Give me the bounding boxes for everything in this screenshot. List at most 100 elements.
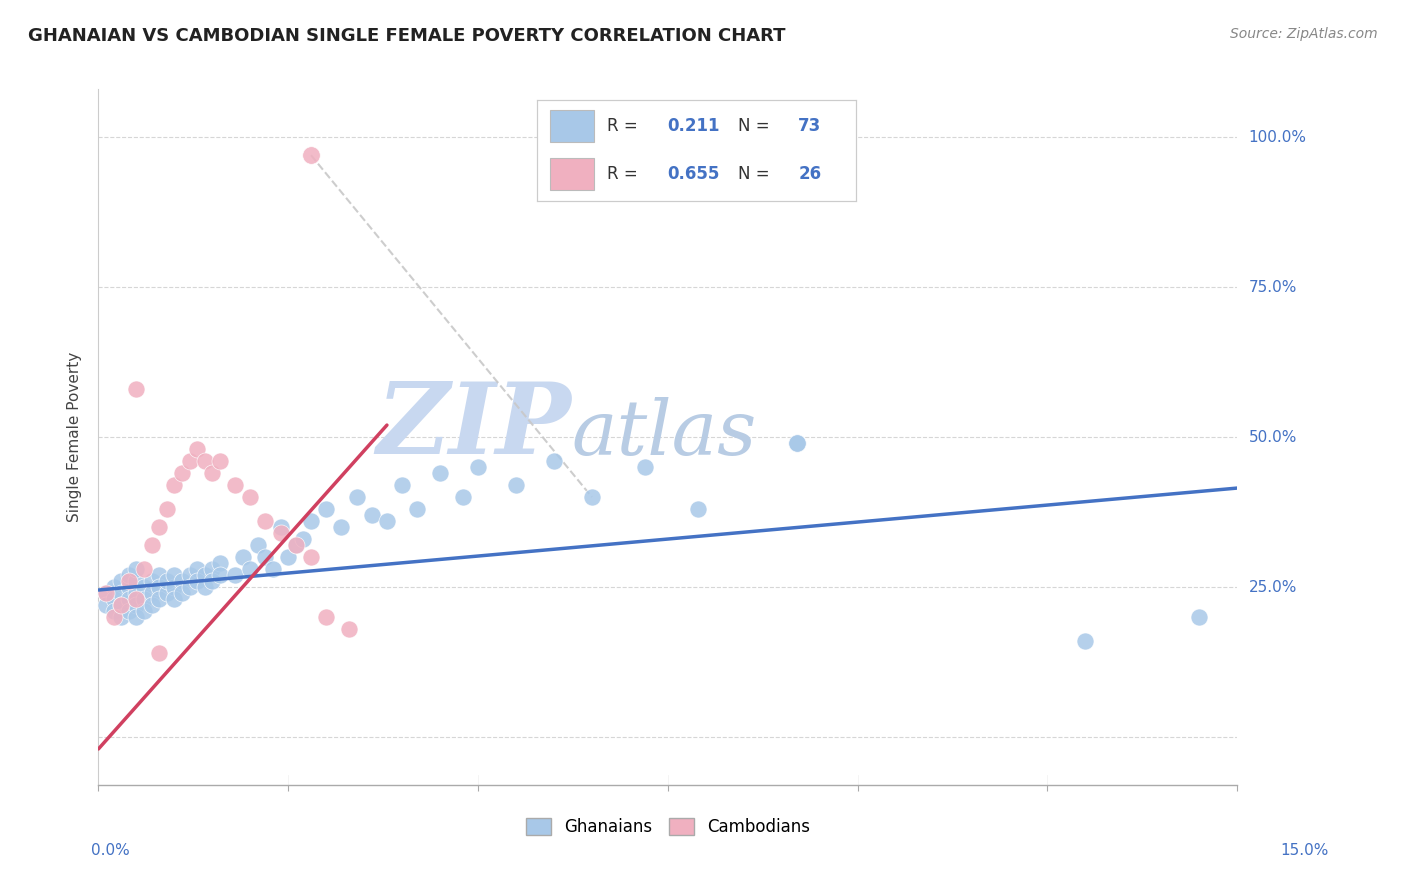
Point (786, 436, 808, 450)
Point (208, 556, 231, 570)
Point (186, 442, 208, 456)
Point (239, 490, 262, 504)
Point (315, 610, 337, 624)
Point (254, 514, 277, 528)
Point (110, 598, 132, 612)
Point (277, 549, 299, 564)
Text: 25.0%: 25.0% (1249, 580, 1296, 595)
Point (94, 598, 117, 612)
Point (141, 538, 163, 552)
Point (246, 538, 269, 552)
Point (125, 562, 148, 576)
Text: 15.0%: 15.0% (1281, 843, 1329, 858)
Point (179, 454, 201, 468)
Point (110, 598, 132, 612)
Point (186, 574, 208, 588)
Point (132, 592, 155, 607)
Point (163, 568, 186, 582)
Point (186, 562, 208, 576)
Point (634, 460, 657, 475)
Point (299, 549, 322, 564)
Point (451, 490, 474, 504)
Point (429, 466, 451, 480)
Point (262, 562, 284, 576)
Point (163, 478, 186, 492)
Point (170, 574, 193, 588)
Text: Source: ZipAtlas.com: Source: ZipAtlas.com (1230, 27, 1378, 41)
Point (94, 586, 117, 600)
Point (543, 454, 565, 468)
Point (299, 514, 322, 528)
Point (125, 592, 148, 607)
Point (103, 604, 125, 618)
Point (208, 454, 231, 468)
Point (270, 520, 292, 534)
Point (239, 562, 262, 576)
Point (118, 568, 141, 582)
Point (346, 490, 368, 504)
Point (581, 490, 603, 504)
Point (179, 580, 201, 594)
Point (125, 610, 148, 624)
Point (156, 586, 179, 600)
Point (194, 580, 217, 594)
Point (330, 520, 353, 534)
Point (315, 502, 337, 516)
Point (141, 586, 163, 600)
Point (110, 574, 132, 588)
Point (125, 574, 148, 588)
Point (224, 478, 246, 492)
Point (132, 562, 155, 576)
Point (467, 460, 489, 475)
Point (148, 568, 170, 582)
Point (103, 610, 125, 624)
Point (163, 580, 186, 594)
Point (299, 148, 322, 162)
Point (284, 538, 307, 552)
Point (103, 592, 125, 607)
Point (201, 466, 224, 480)
Point (170, 466, 193, 480)
Point (125, 382, 148, 396)
Point (201, 574, 224, 588)
Point (284, 538, 307, 552)
Point (118, 580, 141, 594)
Point (148, 592, 170, 607)
Point (375, 514, 398, 528)
Point (125, 586, 148, 600)
Point (786, 436, 808, 450)
Point (208, 568, 231, 582)
Point (232, 549, 254, 564)
Point (110, 586, 132, 600)
Point (292, 532, 315, 546)
Point (103, 580, 125, 594)
Text: GHANAIAN VS CAMBODIAN SINGLE FEMALE POVERTY CORRELATION CHART: GHANAIAN VS CAMBODIAN SINGLE FEMALE POVE… (28, 27, 786, 45)
Point (118, 592, 141, 607)
Point (337, 622, 360, 636)
Point (1188, 610, 1211, 624)
Point (688, 502, 710, 516)
Point (194, 568, 217, 582)
Point (170, 586, 193, 600)
Point (163, 592, 186, 607)
Point (141, 574, 163, 588)
Text: ZIP: ZIP (375, 378, 571, 475)
Point (132, 580, 155, 594)
Point (505, 478, 527, 492)
Point (148, 520, 170, 534)
Point (406, 502, 429, 516)
Point (125, 598, 148, 612)
Text: 75.0%: 75.0% (1249, 279, 1296, 294)
Text: 50.0%: 50.0% (1249, 430, 1296, 444)
Point (118, 574, 141, 588)
Legend: Ghanaians, Cambodians: Ghanaians, Cambodians (519, 811, 817, 843)
Text: atlas: atlas (571, 397, 756, 471)
Point (270, 526, 292, 541)
Point (179, 568, 201, 582)
Point (132, 604, 155, 618)
Point (224, 568, 246, 582)
Point (156, 502, 179, 516)
Point (156, 574, 179, 588)
Point (201, 562, 224, 576)
Point (118, 604, 141, 618)
